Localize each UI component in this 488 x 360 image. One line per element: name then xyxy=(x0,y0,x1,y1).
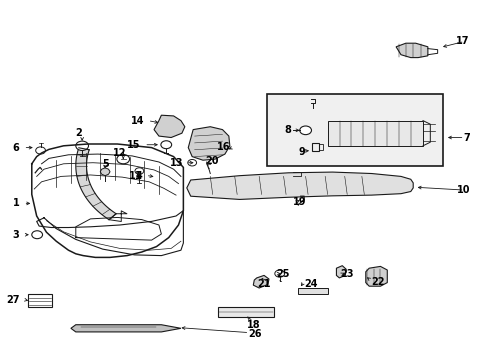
Text: 6: 6 xyxy=(13,143,20,153)
Polygon shape xyxy=(76,148,116,220)
Circle shape xyxy=(117,154,129,164)
Text: 11: 11 xyxy=(129,171,142,181)
Text: 5: 5 xyxy=(102,159,108,169)
Bar xyxy=(298,288,327,294)
Circle shape xyxy=(32,231,42,239)
Bar xyxy=(266,94,442,166)
Bar xyxy=(327,121,422,146)
Bar xyxy=(217,307,273,317)
Text: 12: 12 xyxy=(113,148,126,158)
Circle shape xyxy=(161,141,171,149)
Bar xyxy=(311,143,319,151)
Text: 20: 20 xyxy=(205,156,219,166)
Text: 15: 15 xyxy=(127,140,141,150)
Text: 21: 21 xyxy=(257,279,270,289)
Text: 27: 27 xyxy=(6,294,20,305)
Bar xyxy=(319,144,323,150)
Polygon shape xyxy=(395,43,427,58)
Text: 7: 7 xyxy=(463,132,469,143)
Polygon shape xyxy=(365,266,386,286)
Polygon shape xyxy=(188,127,229,160)
Text: 4: 4 xyxy=(136,171,142,181)
Text: 18: 18 xyxy=(246,320,260,330)
Text: 3: 3 xyxy=(13,230,20,240)
Text: 8: 8 xyxy=(284,125,291,135)
Text: 13: 13 xyxy=(169,158,183,168)
Text: 14: 14 xyxy=(131,116,144,126)
Polygon shape xyxy=(154,115,184,138)
Circle shape xyxy=(299,126,311,135)
Polygon shape xyxy=(71,325,181,332)
Polygon shape xyxy=(186,172,412,199)
Text: 2: 2 xyxy=(75,128,81,138)
Text: 26: 26 xyxy=(248,329,262,339)
Polygon shape xyxy=(100,168,110,176)
Text: 1: 1 xyxy=(13,198,20,208)
Circle shape xyxy=(135,168,143,174)
Text: 16: 16 xyxy=(217,142,230,152)
Text: 22: 22 xyxy=(371,276,385,287)
Circle shape xyxy=(76,141,88,150)
Circle shape xyxy=(36,147,45,154)
Text: 17: 17 xyxy=(455,36,468,46)
Text: 9: 9 xyxy=(298,147,305,157)
Circle shape xyxy=(187,159,196,166)
Text: 23: 23 xyxy=(339,269,353,279)
Polygon shape xyxy=(336,266,346,278)
Bar xyxy=(28,294,52,307)
Circle shape xyxy=(274,270,284,277)
Text: 24: 24 xyxy=(304,279,317,289)
Text: 25: 25 xyxy=(276,269,289,279)
Text: 19: 19 xyxy=(293,197,306,207)
Polygon shape xyxy=(253,275,268,288)
Text: 10: 10 xyxy=(456,185,469,195)
